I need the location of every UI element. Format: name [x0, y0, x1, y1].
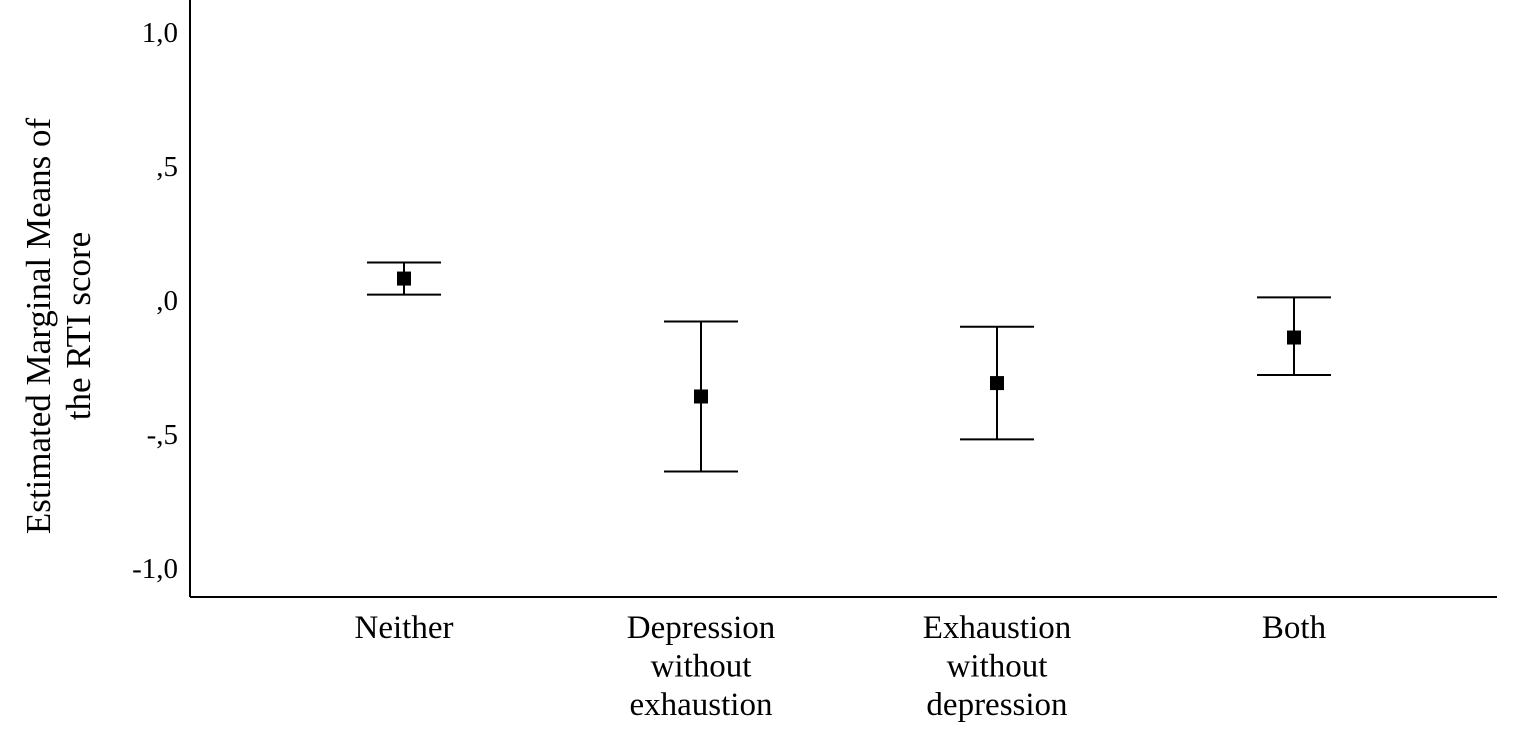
- y-tick-labels: 1,0 ,5 ,0 -,5 -1,0: [132, 17, 178, 585]
- mean-marker: [397, 271, 411, 286]
- x-category-label: depression: [926, 687, 1067, 723]
- x-category-label: Exhaustion: [923, 610, 1071, 646]
- x-category-labels: Neither DepressionwithoutexhaustionExhaus…: [355, 610, 1327, 723]
- y-tick-label: 1,0: [142, 17, 178, 49]
- x-category-label: Depression: [627, 610, 775, 646]
- x-category-label: exhaustion: [630, 687, 773, 723]
- y-tick-label: ,5: [156, 151, 178, 183]
- y-axis-title: Estimated Marginal Means of the RTI score: [19, 117, 98, 534]
- y-axis-title-line: the RTI score: [59, 232, 98, 420]
- y-tick-label: -1,0: [132, 553, 178, 585]
- x-category-label: Neither: [355, 610, 454, 646]
- x-category-label: Both: [1262, 610, 1327, 646]
- mean-marker: [694, 389, 708, 404]
- y-tick-label: -,5: [147, 419, 178, 451]
- y-axis-title-line: Estimated Marginal Means of: [19, 117, 58, 534]
- y-tick-label: ,0: [156, 285, 178, 317]
- mean-marker: [990, 376, 1004, 391]
- mean-marker: [1287, 330, 1301, 345]
- x-category-label: without: [947, 649, 1048, 685]
- data-marks: [367, 261, 1331, 473]
- x-category-label: without: [651, 649, 752, 685]
